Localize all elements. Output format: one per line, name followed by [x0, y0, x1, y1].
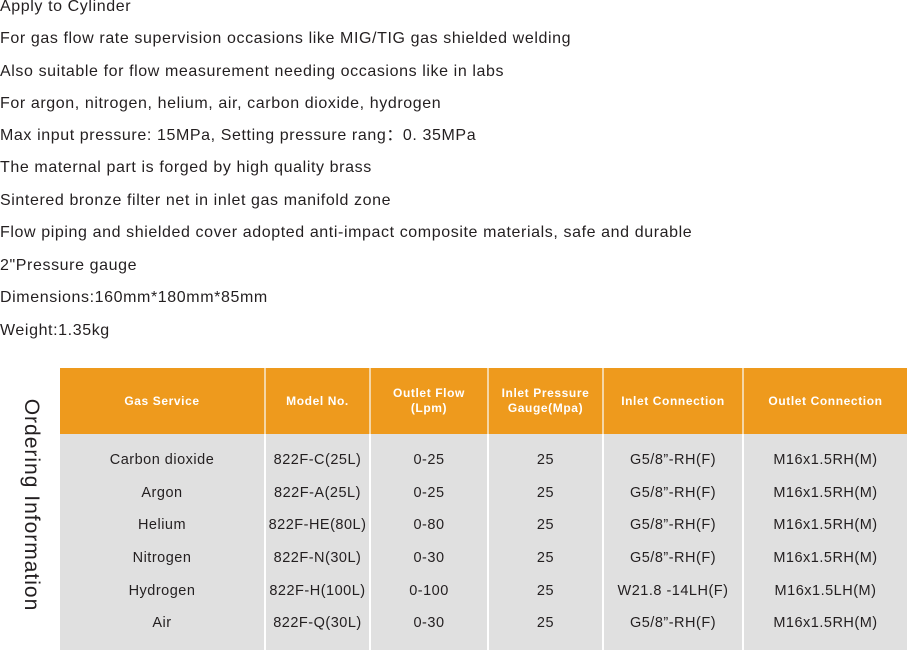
header-outlet-connection: Outlet Connection	[743, 368, 907, 434]
cell-model-no: 822F-N(30L)	[265, 541, 371, 575]
feature-item: Apply to Cylinder	[0, 0, 132, 15]
header-outlet-flow: Outlet Flow (Lpm)	[370, 368, 489, 434]
cell-inlet-pressure: 25	[488, 476, 604, 510]
feature-item: Also suitable for flow measurement needi…	[0, 63, 505, 80]
cell-inlet-connection: W21.8 -14LH(F)	[603, 574, 744, 607]
cell-gas-service: Hydrogen	[60, 574, 266, 607]
feature-item: For gas flow rate supervision occasions …	[0, 30, 572, 47]
cell-gas-service: Argon	[60, 476, 266, 510]
feature-item: For argon, nitrogen, helium, air, carbon…	[0, 95, 442, 112]
feature-item: Sintered bronze filter net in inlet gas …	[0, 192, 392, 209]
cell-gas-service: Helium	[60, 509, 266, 542]
feature-item: Flow piping and shielded cover adopted a…	[0, 224, 693, 241]
feature-item: Dimensions:160mm*180mm*85mm	[0, 289, 268, 306]
cell-outlet-connection: M16x1.5LH(M)	[743, 574, 907, 607]
table-row: Nitrogen 822F-N(30L) 0-30 25 G5/8”-RH(F) M16x…	[60, 541, 907, 575]
cell-inlet-connection: G5/8”-RH(F)	[603, 476, 744, 510]
cell-inlet-pressure: 25	[488, 606, 604, 650]
cell-outlet-connection: M16x1.5RH(M)	[743, 606, 907, 650]
header-inlet-connection: Inlet Connection	[603, 368, 744, 434]
header-inlet-pressure: Inlet Pressure Gauge(Mpa)	[488, 368, 604, 434]
cell-outlet-flow: 0-30	[370, 606, 489, 650]
cell-inlet-pressure: 25	[488, 574, 604, 607]
table-row: Hydrogen 822F-H(100L) 0-100 25 W21.8 -14LH(F…	[60, 574, 907, 607]
feature-item: The maternal part is forged by high qual…	[0, 159, 372, 176]
cell-outlet-flow: 0-25	[370, 476, 489, 510]
cell-inlet-connection: G5/8”-RH(F)	[603, 541, 744, 575]
cell-model-no: 822F-C(25L)	[265, 434, 371, 477]
table-row: Air 822F-Q(30L) 0-30 25 G5/8”-RH(F) M16x1.5RH…	[60, 606, 907, 650]
cell-inlet-connection: G5/8”-RH(F)	[603, 606, 744, 650]
cell-outlet-connection: M16x1.5RH(M)	[743, 541, 907, 575]
cell-gas-service: Air	[60, 606, 266, 650]
table-row: Argon 822F-A(25L) 0-25 25 G5/8”-RH(F) M16x1.5…	[60, 476, 907, 510]
header-gas-service: Gas Service	[60, 368, 266, 434]
cell-outlet-flow: 0-25	[370, 434, 489, 477]
ordering-information-title: Ordering Information	[20, 398, 43, 612]
table-row: Helium 822F-HE(80L) 0-80 25 G5/8”-RH(F) M16x1…	[60, 509, 907, 542]
cell-gas-service: Carbon dioxide	[60, 434, 266, 477]
header-model-no: Model No.	[265, 368, 371, 434]
cell-outlet-connection: M16x1.5RH(M)	[743, 509, 907, 542]
feature-item: Max input pressure: 15MPa, Setting press…	[0, 127, 477, 144]
cell-outlet-connection: M16x1.5RH(M)	[743, 434, 907, 477]
cell-model-no: 822F-HE(80L)	[265, 509, 371, 542]
table-header-row: Gas Service Model No. Outlet Flow (Lpm) I…	[60, 368, 907, 434]
cell-model-no: 822F-Q(30L)	[265, 606, 371, 650]
ordering-table: Gas Service Model No. Outlet Flow (Lpm) I…	[60, 368, 907, 650]
cell-outlet-flow: 0-80	[370, 509, 489, 542]
cell-outlet-connection: M16x1.5RH(M)	[743, 476, 907, 510]
cell-gas-service: Nitrogen	[60, 541, 266, 575]
cell-inlet-connection: G5/8”-RH(F)	[603, 434, 744, 477]
cell-model-no: 822F-A(25L)	[265, 476, 371, 510]
feature-item: Weight:1.35kg	[0, 322, 110, 339]
cell-inlet-connection: G5/8”-RH(F)	[603, 509, 744, 542]
cell-inlet-pressure: 25	[488, 434, 604, 477]
table-row: Carbon dioxide 822F-C(25L) 0-25 25 G5/8”-RH(…	[60, 434, 907, 477]
cell-outlet-flow: 0-100	[370, 574, 489, 607]
cell-inlet-pressure: 25	[488, 509, 604, 542]
cell-model-no: 822F-H(100L)	[265, 574, 371, 607]
cell-outlet-flow: 0-30	[370, 541, 489, 575]
feature-item: 2"Pressure gauge	[0, 257, 138, 274]
cell-inlet-pressure: 25	[488, 541, 604, 575]
